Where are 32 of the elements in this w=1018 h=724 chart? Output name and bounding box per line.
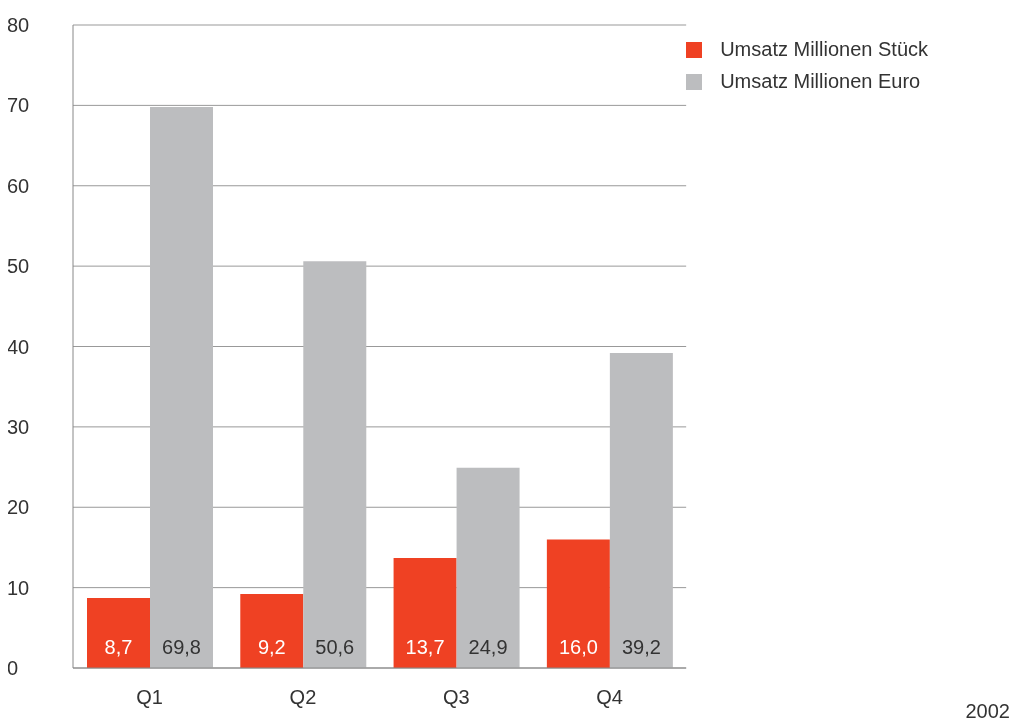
bar [546,539,610,668]
x-tick-label: Q2 [289,686,317,709]
bar [609,352,673,668]
bar [240,594,304,668]
x-tick-label: Q1 [136,686,163,709]
data-label: 13,7 [405,636,445,658]
y-tick-label: 10 [7,576,30,599]
bar [393,557,457,668]
data-label: 39,2 [621,636,661,658]
y-tick-label: 40 [7,335,30,358]
x-tick-label: Q4 [596,686,623,709]
y-tick-label: 20 [7,496,30,519]
y-tick-label: 70 [7,94,30,117]
bar [87,598,150,668]
bar [303,261,367,668]
y-tick-label: 80 [7,14,30,37]
y-tick-label: 50 [7,255,30,278]
data-label: 69,8 [162,636,201,658]
x-tick-label: Q3 [442,686,470,709]
y-tick-label: 0 [7,657,19,680]
data-label: 24,9 [468,636,508,658]
data-label: 16,0 [558,636,598,658]
data-label: 9,2 [257,636,286,658]
text: 2002 [965,700,1010,723]
y-tick-label: 30 [7,415,30,438]
legend-label: Umsatz Millionen Euro [720,70,921,93]
bar [456,467,520,668]
y-tick-label: 60 [7,174,30,197]
data-label: 50,6 [315,636,355,658]
legend-label: Umsatz Millionen Stück [720,38,928,61]
bar [150,106,213,668]
data-label: 8,7 [104,636,133,658]
